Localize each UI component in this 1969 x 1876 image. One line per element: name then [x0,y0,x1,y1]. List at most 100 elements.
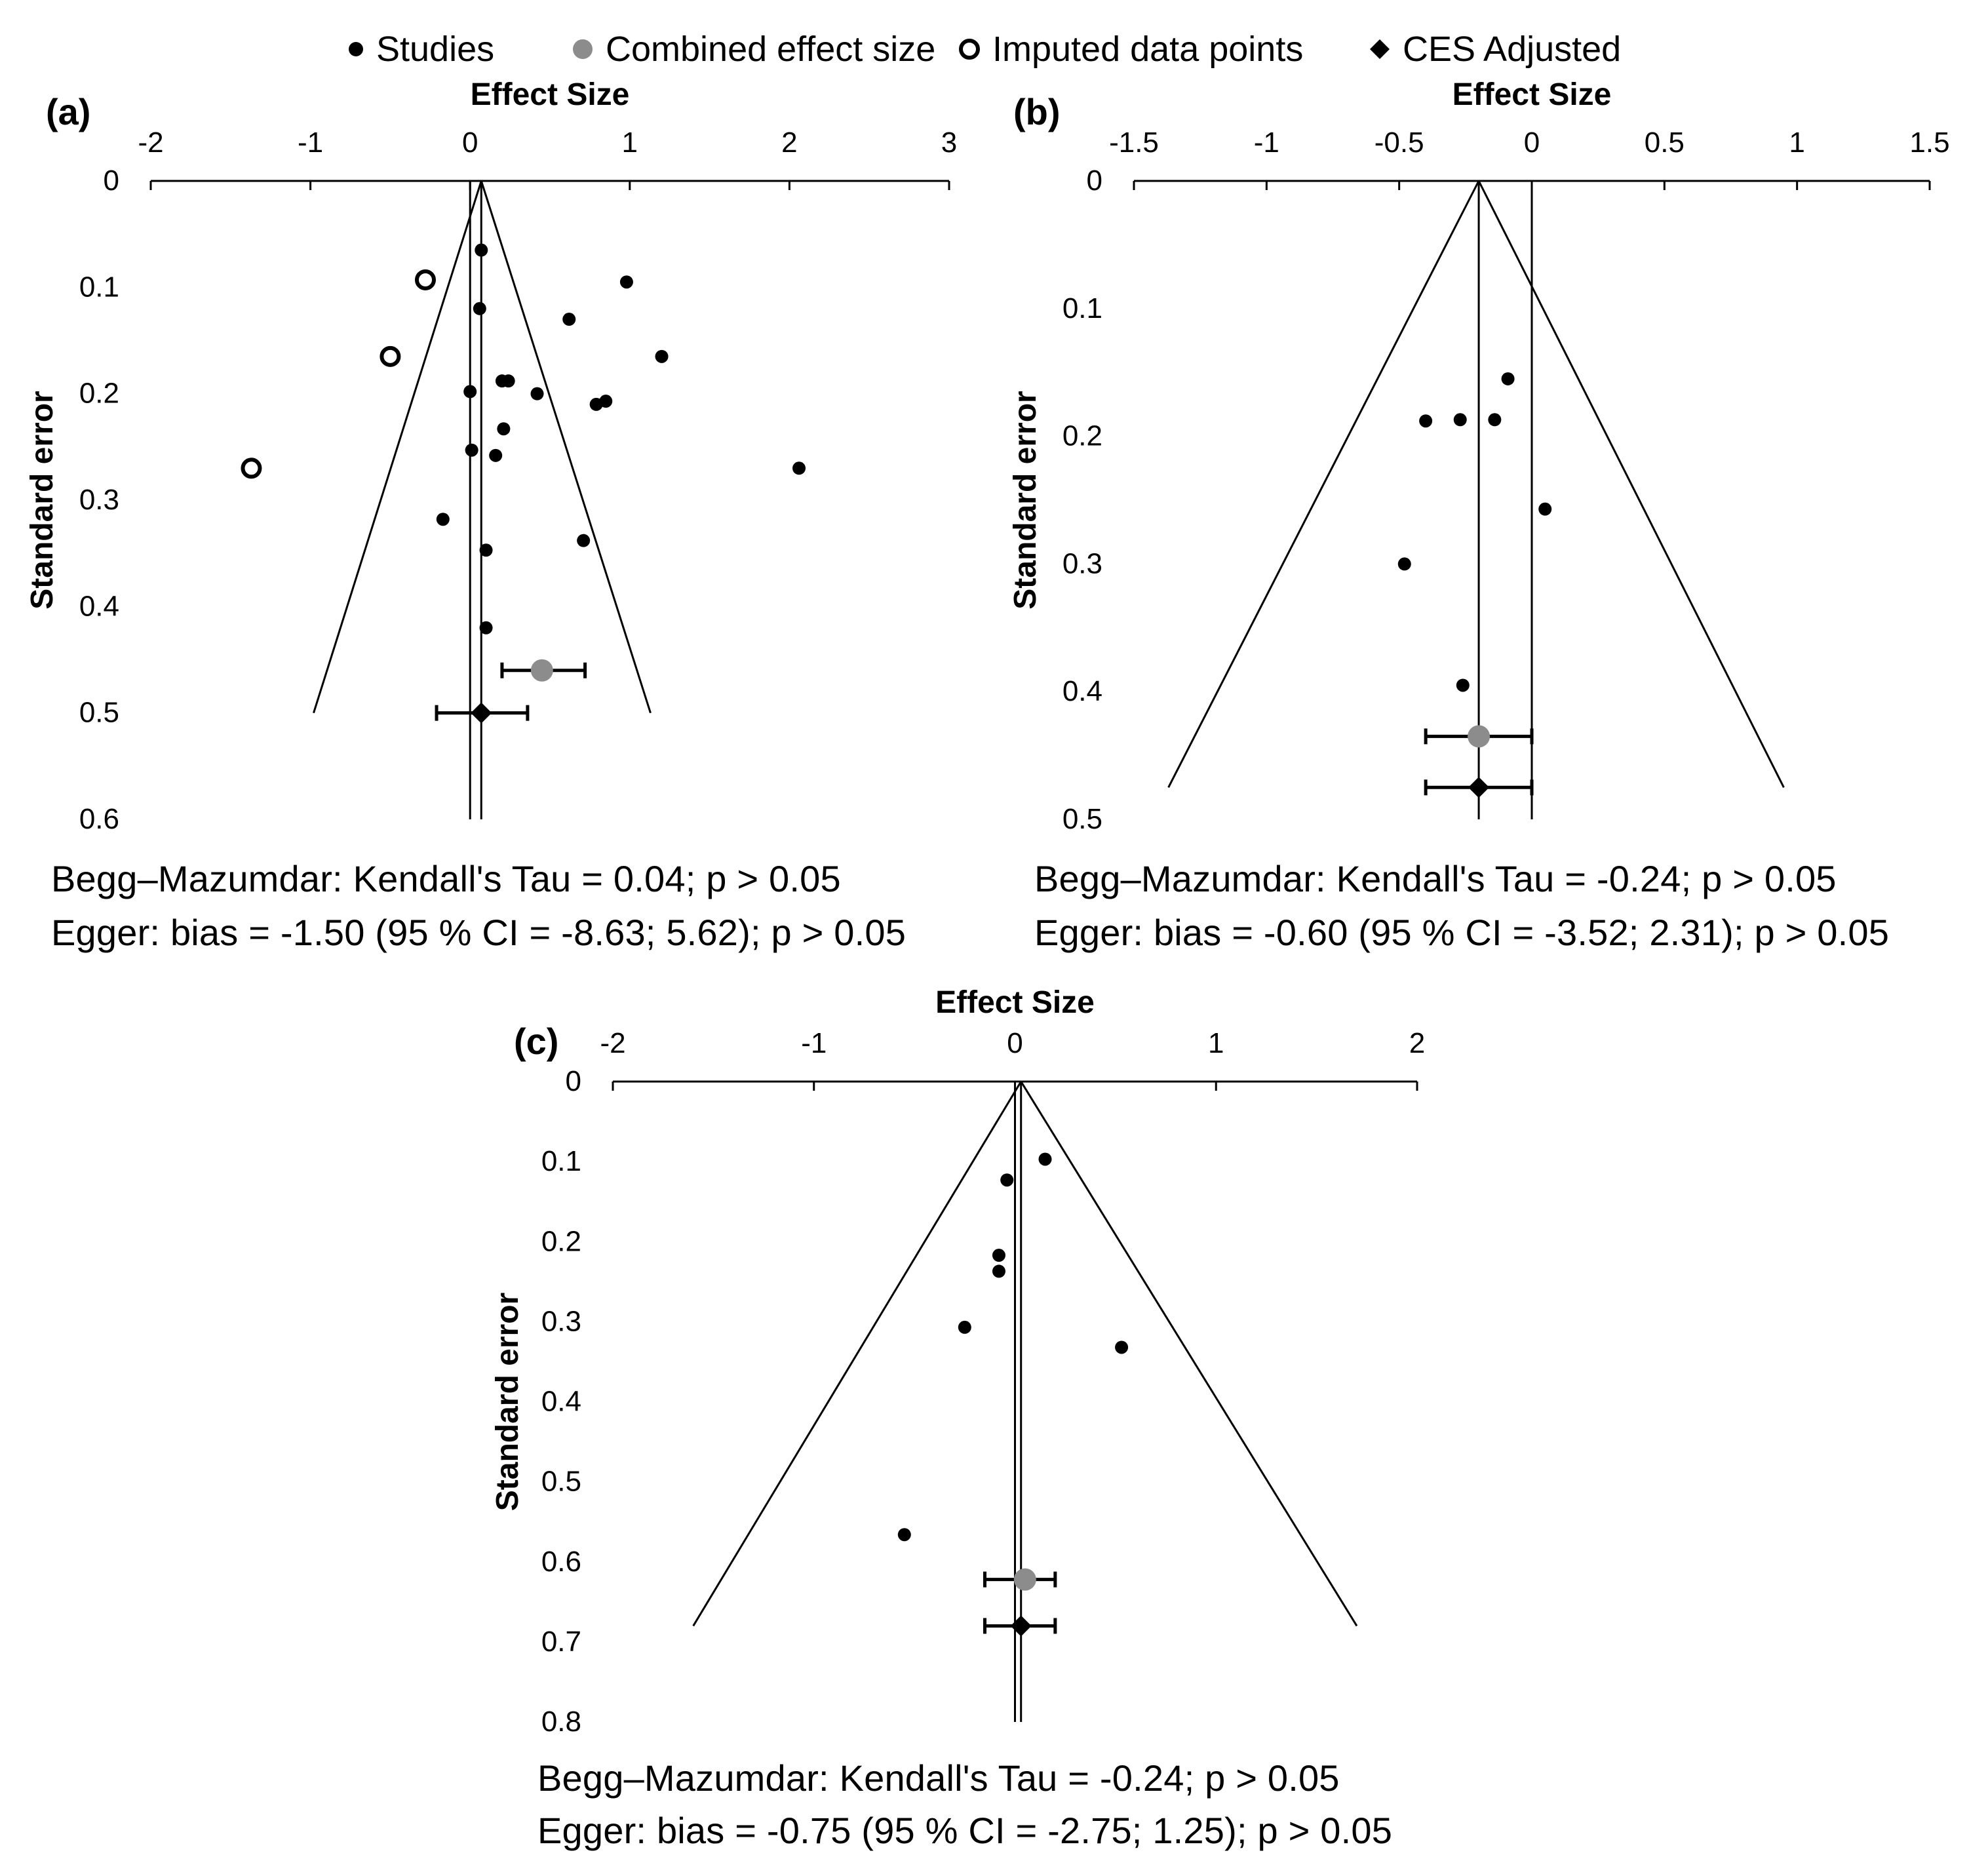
imputed-point [414,269,436,290]
funnel-left-line [692,1081,1022,1627]
x-tick-label: 1 [1208,1027,1224,1059]
panel-label: (b) [1013,91,1061,132]
open-circle-icon [959,39,980,60]
y-tick-label: 0.6 [79,803,119,835]
egger-text-b: Egger: bias = -0.60 (95 % CI = -3.52; 2.… [1034,912,1890,953]
study-point [501,374,515,388]
study-point [958,1320,971,1334]
y-axis-title: Standard error [490,1293,525,1511]
y-tick-label: 0.2 [79,378,119,410]
y-tick-label: 0.6 [541,1546,581,1578]
panel-label: (a) [46,91,90,132]
x-tick-label: -2 [138,127,163,159]
y-tick-label: 0.1 [1062,292,1102,324]
study-point [1397,557,1411,571]
study-point [655,349,669,363]
legend-item-imputed: Imputed data points [958,20,1303,79]
x-tick-label: -1 [801,1027,827,1059]
x-tick-label: -1.5 [1109,127,1159,159]
study-point [489,448,503,462]
study-point [475,243,488,257]
x-axis-title: Effect Size [471,77,630,112]
y-tick-label: 0.2 [1062,420,1102,452]
black-dot-icon [349,42,363,56]
y-axis-title: Standard error [1008,391,1043,609]
y-axis-title: Standard error [25,391,60,609]
x-axis-title: Effect Size [935,985,1095,1020]
study-point [530,387,544,401]
x-tick-label: -0.5 [1374,127,1424,159]
x-tick-label: 2 [781,127,797,159]
funnel-left-line [313,180,482,714]
study-point [479,543,493,557]
legend-label-studies: Studies [376,29,495,69]
study-point [1038,1152,1052,1166]
x-tick-label: 1 [1789,127,1804,159]
study-point [1453,413,1467,427]
begg-mazumdar-text-c: Begg–Mazumdar: Kendall's Tau = -0.24; p … [537,1757,1340,1799]
study-point [1000,1173,1014,1187]
x-tick-label: 0 [462,127,478,159]
y-tick-label: 0.3 [1062,547,1102,579]
study-point [577,534,591,547]
study-point [562,313,576,326]
x-axis-title: Effect Size [1452,77,1612,112]
funnel-right-line [1477,180,1785,788]
study-point [1501,372,1515,385]
y-tick-label: 0 [566,1065,581,1097]
y-tick-label: 0.2 [541,1225,581,1257]
y-tick-label: 0.1 [541,1145,581,1177]
x-tick-label: -1 [298,127,323,159]
x-tick-label: 1 [622,127,638,159]
imputed-point [241,458,262,479]
x-tick-label: 0 [1524,127,1540,159]
x-tick-label: -2 [600,1027,625,1059]
study-point [589,397,603,411]
study-point [473,302,486,315]
study-point [465,443,478,457]
study-point [436,513,450,526]
x-tick-label: 0.5 [1645,127,1685,159]
legend-item-studies: Studies [347,20,494,79]
funnel-right-line [1020,1081,1358,1627]
study-point [1419,414,1433,428]
y-tick-label: 0 [1087,165,1102,197]
study-point [992,1264,1005,1278]
panel-label: (c) [514,1021,558,1062]
y-tick-label: 0.3 [541,1305,581,1337]
y-tick-label: 0.8 [541,1706,581,1738]
y-tick-label: 0.4 [1062,675,1102,707]
combined-effect-point [1013,1568,1036,1591]
y-tick-label: 0.5 [1062,803,1102,835]
black-diamond-icon [1370,39,1390,59]
study-point [497,422,511,436]
study-point [1115,1340,1129,1354]
adjusted-effect-diamond [1468,777,1490,798]
study-point [897,1528,911,1542]
funnel-right-line [480,180,652,714]
study-point [792,461,806,475]
y-tick-label: 0.3 [79,484,119,516]
legend: Studies Combined effect size Imputed dat… [0,20,1969,79]
y-tick-label: 0.7 [541,1626,581,1658]
study-point [1456,678,1470,692]
x-tick-label: 2 [1409,1027,1425,1059]
imputed-point [380,345,401,367]
adjusted-effect-diamond [1010,1615,1032,1637]
x-tick-label: 3 [941,127,957,159]
adjusted-effect-diamond [471,702,492,724]
study-point [992,1249,1005,1262]
y-tick-label: 0.5 [79,697,119,729]
combined-effect-point [1468,725,1491,748]
legend-label-adjusted: CES Adjusted [1403,29,1622,69]
study-point [1538,502,1552,516]
y-tick-label: 0 [104,165,119,197]
legend-label-imputed: Imputed data points [992,29,1304,69]
egger-text-a: Egger: bias = -1.50 (95 % CI = -8.63; 5.… [51,912,907,953]
begg-mazumdar-text-b: Begg–Mazumdar: Kendall's Tau = -0.24; p … [1034,858,1837,899]
y-tick-label: 0.4 [541,1386,581,1418]
grey-dot-icon [573,39,593,59]
